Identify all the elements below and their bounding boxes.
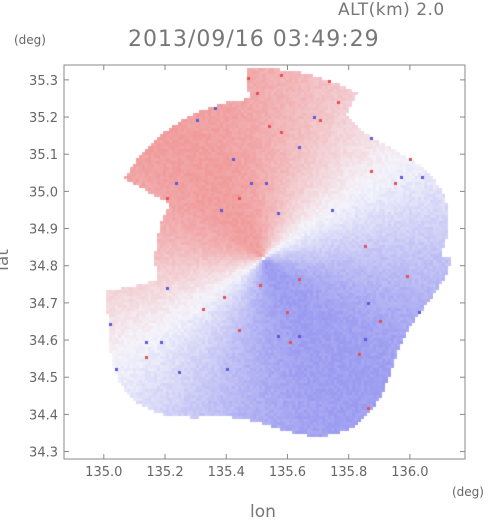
x-axis-unit: (deg) — [452, 485, 484, 499]
y-tick-label: 34.5 — [29, 371, 58, 386]
altitude-label: ALT(km) 2.0 — [338, 0, 445, 20]
y-tick-label: 35.2 — [29, 111, 58, 126]
y-axis-unit: (deg) — [14, 33, 46, 47]
x-tick-label: 135.0 — [85, 465, 122, 480]
y-tick-label: 34.8 — [29, 260, 58, 275]
y-tick-label: 35.0 — [29, 185, 58, 200]
x-tick-label: 135.4 — [208, 465, 245, 480]
x-tick-label: 135.6 — [269, 465, 306, 480]
velocity-field — [64, 65, 465, 459]
x-tick-label: 136.0 — [391, 465, 428, 480]
x-tick-label: 135.8 — [330, 465, 367, 480]
x-axis-label: lon — [250, 502, 276, 522]
plot-frame — [63, 64, 466, 460]
y-axis-ticks: 34.3 34.4 34.5 34.6 34.7 34.8 34.9 35.0 35.1 35.2… — [29, 74, 465, 461]
y-tick-label: 34.7 — [29, 297, 58, 312]
y-tick-label: 35.1 — [29, 148, 58, 163]
x-tick-label: 135.2 — [146, 465, 183, 480]
y-tick-label: 34.4 — [29, 408, 58, 423]
datetime-title: 2013/09/16 03:49:29 — [128, 27, 380, 52]
y-tick-label: 35.3 — [29, 74, 58, 89]
y-tick-label: 34.3 — [29, 446, 58, 461]
velocity-raster — [64, 65, 465, 459]
y-tick-label: 34.6 — [29, 334, 58, 349]
x-axis-ticks: 135.0 135.2 135.4 135.6 135.8 136.0 — [85, 65, 429, 480]
y-tick-label: 34.9 — [29, 223, 58, 238]
